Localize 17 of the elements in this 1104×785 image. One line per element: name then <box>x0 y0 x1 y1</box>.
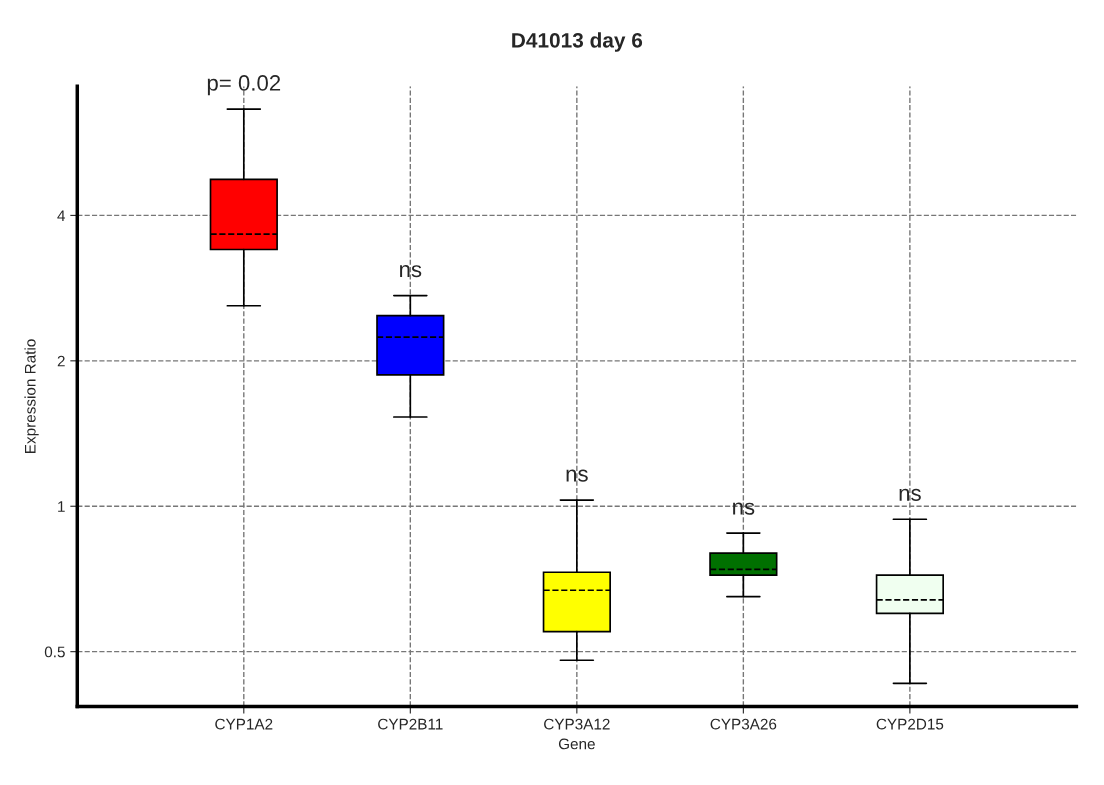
x-axis-title: Gene <box>558 738 595 750</box>
x-tick-label: CYP3A12 <box>544 718 610 730</box>
y-tick-label: 0.5 <box>44 646 65 658</box>
annotation: ns <box>899 488 921 501</box>
x-tick-label: CYP2B11 <box>378 718 443 730</box>
chart-title: D41013 day 6 <box>512 32 643 52</box>
x-tick-label: CYP3A26 <box>710 718 777 730</box>
y-tick-label: 4 <box>57 210 66 221</box>
y-axis-title: Expression Ratio <box>24 339 39 453</box>
annotation: ns <box>733 502 755 515</box>
annotation: p= 0.02 <box>207 75 281 96</box>
x-tick-label: CYP1A2 <box>215 718 273 730</box>
annotation: ns <box>566 469 588 482</box>
x-tick-label: CYP2D15 <box>876 718 944 730</box>
y-tick-label: 1 <box>58 501 65 512</box>
annotation: ns <box>400 265 422 278</box>
y-tick-label: 2 <box>57 355 65 367</box>
